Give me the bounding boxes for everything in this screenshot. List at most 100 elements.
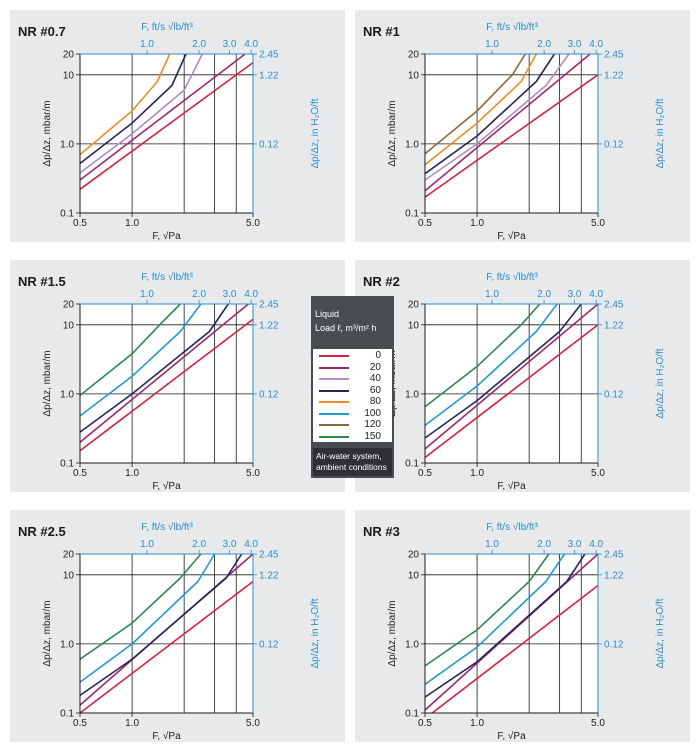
x-tick-label: 1.0 bbox=[125, 468, 139, 479]
series-line-load-20 bbox=[424, 303, 599, 450]
top-tick-label: 1.0 bbox=[140, 289, 154, 300]
legend-box: Liquid Load ℓ, m³/m² h 0 20 40 60 80 100… bbox=[311, 296, 394, 478]
y-axis-label: Δp/Δz, mbar/m bbox=[42, 100, 53, 166]
y2-tick-label: 0.12 bbox=[259, 139, 279, 150]
top-tick-label: 2.0 bbox=[537, 539, 551, 550]
top-tick-label: 3.0 bbox=[223, 39, 237, 50]
legend-swatch bbox=[319, 424, 349, 426]
x-axis-label: F, √Pa bbox=[497, 480, 526, 492]
x-tick-label: 0.5 bbox=[73, 218, 87, 229]
top-tick-label: 2.0 bbox=[192, 39, 206, 50]
top-tick-label: 4.0 bbox=[589, 39, 603, 50]
chart-panel-nr-2.5: NR #2.5 0.5 1.0 5.0 F, √Pa 0.1 1.0 10 20 Δp/Δz, m… bbox=[10, 510, 345, 742]
y-tick-label: 1.0 bbox=[405, 389, 419, 400]
top-axis-label: F, ft/s √lb/ft³ bbox=[486, 271, 538, 283]
x-tick-label: 5.0 bbox=[591, 218, 605, 229]
legend-entry: 60 bbox=[317, 385, 389, 396]
series-line-load-0 bbox=[431, 584, 599, 714]
y-tick-label: 20 bbox=[63, 50, 75, 61]
series-line-load-150 bbox=[79, 553, 202, 660]
y2-tick-label: 0.12 bbox=[604, 139, 624, 150]
top-tick-label: 2.0 bbox=[537, 289, 551, 300]
x-tick-label: 5.0 bbox=[591, 468, 605, 479]
y-tick-label: 20 bbox=[408, 550, 420, 561]
series-line-load-150 bbox=[79, 303, 181, 397]
y2-axis-label: Δp/Δz, in H₂O/ft bbox=[310, 598, 321, 668]
top-tick-label: 2.0 bbox=[192, 539, 206, 550]
y-tick-label: 0.1 bbox=[405, 209, 419, 220]
y2-tick-label: 1.22 bbox=[604, 320, 624, 331]
series-line-load-60 bbox=[79, 553, 243, 697]
x-tick-label: 0.5 bbox=[418, 718, 432, 729]
y-tick-label: 1.0 bbox=[405, 139, 419, 150]
legend-entry: 40 bbox=[317, 373, 389, 384]
legend-swatch bbox=[319, 401, 349, 403]
top-tick-label: 3.0 bbox=[568, 39, 582, 50]
y-tick-label: 1.0 bbox=[405, 639, 419, 650]
top-tick-label: 1.0 bbox=[485, 289, 499, 300]
top-tick-label: 1.0 bbox=[485, 39, 499, 50]
chart-panel-nr-3: NR #3 0.5 1.0 5.0 F, √Pa 0.1 1.0 10 20 Δp/Δz, mba… bbox=[355, 510, 690, 742]
x-tick-label: 5.0 bbox=[591, 718, 605, 729]
y-tick-label: 10 bbox=[63, 320, 75, 331]
chart-panel-nr-1.5: NR #1.5 0.5 1.0 5.0 F, √Pa 0.1 1.0 10 20 Δp/Δz, m… bbox=[10, 260, 345, 492]
top-axis-label: F, ft/s √lb/ft³ bbox=[141, 21, 193, 33]
top-tick-label: 4.0 bbox=[589, 289, 603, 300]
x-axis-label: F, √Pa bbox=[497, 730, 526, 742]
y-tick-label: 1.0 bbox=[60, 389, 74, 400]
x-tick-label: 5.0 bbox=[246, 468, 260, 479]
x-tick-label: 1.0 bbox=[470, 468, 484, 479]
x-tick-label: 1.0 bbox=[125, 218, 139, 229]
top-tick-label: 3.0 bbox=[223, 539, 237, 550]
series-line-load-100 bbox=[424, 553, 566, 685]
y-tick-label: 10 bbox=[63, 570, 75, 581]
chart-panel-nr-1: NR #1 0.5 1.0 5.0 F, √Pa 0.1 1.0 10 20 Δp/Δz, mba… bbox=[355, 10, 690, 242]
y-tick-label: 10 bbox=[408, 70, 420, 81]
legend-title: Liquid bbox=[315, 309, 340, 319]
y-tick-label: 0.1 bbox=[60, 709, 74, 720]
top-axis-label: F, ft/s √lb/ft³ bbox=[486, 521, 538, 533]
top-tick-label: 3.0 bbox=[223, 289, 237, 300]
plot-area bbox=[425, 54, 598, 213]
y-tick-label: 10 bbox=[408, 320, 420, 331]
series-line-load-0 bbox=[79, 580, 254, 714]
series-line-load-60 bbox=[79, 53, 187, 165]
y2-tick-label: 2.45 bbox=[259, 550, 279, 561]
top-tick-label: 1.0 bbox=[485, 539, 499, 550]
series-line-load-0 bbox=[79, 61, 254, 190]
x-tick-label: 1.0 bbox=[470, 218, 484, 229]
y2-axis-label: Δp/Δz, in H₂O/ft bbox=[310, 98, 321, 168]
x-tick-label: 1.0 bbox=[125, 718, 139, 729]
top-tick-label: 4.0 bbox=[244, 39, 258, 50]
legend-swatch bbox=[319, 412, 349, 415]
legend-value: 20 bbox=[369, 361, 381, 373]
series-line-load-100 bbox=[79, 303, 202, 417]
x-tick-label: 0.5 bbox=[73, 468, 87, 479]
legend-entry: 120 bbox=[317, 419, 389, 430]
x-tick-label: 1.0 bbox=[470, 718, 484, 729]
y2-tick-label: 1.22 bbox=[604, 570, 624, 581]
x-tick-label: 5.0 bbox=[246, 218, 260, 229]
legend-value: 0 bbox=[375, 350, 381, 361]
legend-entry: 0 bbox=[317, 350, 389, 361]
legend-entry: 20 bbox=[317, 362, 389, 373]
y2-axis-label: Δp/Δz, in H₂O/ft bbox=[655, 98, 666, 168]
chart-title: NR #2 bbox=[363, 274, 400, 289]
legend-swatch bbox=[319, 355, 349, 357]
x-tick-label: 0.5 bbox=[418, 468, 432, 479]
top-tick-label: 1.0 bbox=[140, 39, 154, 50]
legend-swatch bbox=[319, 378, 349, 380]
chart-panel-nr-0.7: NR #0.7 0.5 1.0 5.0 F, √Pa 0.1 1.0 10 20 Δp/Δz, m… bbox=[10, 10, 345, 242]
legend-note-line1: Air-water system, bbox=[316, 451, 382, 461]
chart-svg: NR #0.7 0.5 1.0 5.0 F, √Pa 0.1 1.0 10 20 Δp/Δz, m… bbox=[18, 10, 321, 242]
legend-swatch bbox=[319, 389, 349, 392]
y-axis-label: Δp/Δz, mbar/m bbox=[387, 100, 398, 166]
plot-area bbox=[80, 304, 253, 463]
legend-value: 150 bbox=[364, 430, 381, 442]
legend-swatch bbox=[319, 435, 349, 438]
plot-top-cover bbox=[425, 510, 599, 554]
top-axis-label: F, ft/s √lb/ft³ bbox=[141, 521, 193, 533]
legend-value: 120 bbox=[364, 419, 381, 430]
y-tick-label: 1.0 bbox=[60, 639, 74, 650]
